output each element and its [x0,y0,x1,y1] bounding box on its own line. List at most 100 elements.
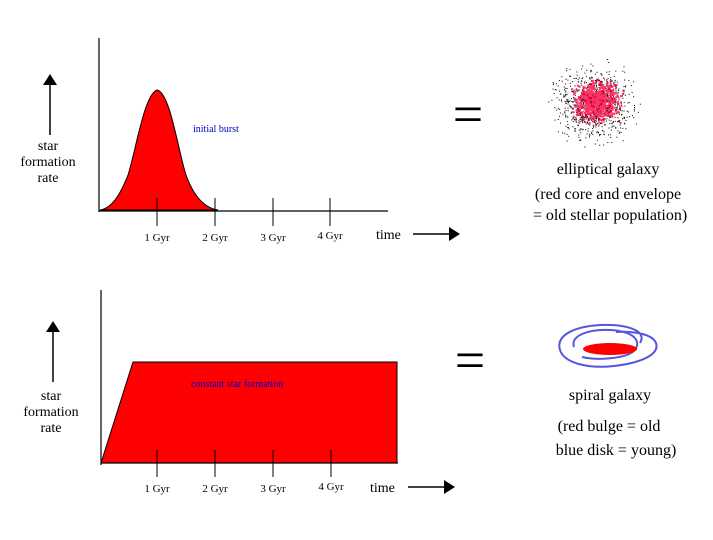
elliptical-core-dot [606,99,609,102]
elliptical-core-dot [590,87,593,90]
elliptical-envelope-dot [606,79,608,81]
elliptical-core-dot [592,115,595,118]
elliptical-envelope-dot [619,124,621,126]
elliptical-core-dot [592,92,595,95]
elliptical-core-dot [574,98,577,101]
elliptical-envelope-dot [564,132,566,134]
elliptical-envelope-dot [563,88,565,90]
elliptical-envelope-dot [567,101,569,103]
top-up-arrow [43,74,57,135]
elliptical-envelope-dot [634,105,635,106]
elliptical-envelope-dot [581,114,583,116]
elliptical-core-dot [611,112,614,115]
elliptical-envelope-dot [596,132,598,134]
elliptical-core-dot [605,106,608,109]
elliptical-core-dot [613,112,616,115]
elliptical-envelope-dot [597,88,599,90]
elliptical-envelope-dot [575,101,577,103]
elliptical-envelope-dot [619,131,621,133]
elliptical-envelope-dot [557,85,559,87]
elliptical-core-dot [576,98,579,101]
elliptical-envelope-dot [601,74,603,76]
elliptical-envelope-dot [552,88,554,90]
elliptical-envelope-dot [575,88,577,90]
elliptical-core-dot [612,97,615,99]
elliptical-envelope-dot [618,132,620,134]
elliptical-envelope-dot [551,99,553,101]
elliptical-envelope-dot [580,91,582,93]
elliptical-envelope-dot [567,103,569,105]
elliptical-envelope-dot [608,62,610,63]
elliptical-core-dot [603,111,606,114]
elliptical-envelope-dot [563,96,565,98]
elliptical-envelope-dot [606,94,608,96]
elliptical-envelope-dot [574,97,576,99]
elliptical-envelope-dot [556,97,558,99]
elliptical-envelope-dot [625,86,626,88]
elliptical-core-dot [595,82,598,85]
elliptical-envelope-dot [571,101,573,102]
elliptical-envelope-dot [567,127,569,129]
bottom-tick-label-2: 2 Gyr [202,483,228,495]
elliptical-core-dot [598,121,601,124]
elliptical-core-dot [600,122,603,125]
elliptical-core-dot [620,95,623,98]
elliptical-envelope-dot [591,102,593,104]
elliptical-envelope-dot [580,84,582,86]
elliptical-envelope-dot [604,87,606,89]
spiral-desc-line1: (red bulge = old [558,418,661,435]
elliptical-envelope-dot [578,136,580,138]
elliptical-core-dot [614,91,617,94]
elliptical-envelope-dot [588,136,590,138]
elliptical-envelope-dot [560,93,562,95]
elliptical-core-dot [608,109,611,112]
elliptical-envelope-dot [582,102,584,104]
elliptical-envelope-dot [611,129,612,131]
elliptical-envelope-dot [587,86,589,88]
elliptical-envelope-dot [630,85,632,87]
elliptical-envelope-dot [576,74,578,76]
elliptical-envelope-dot [565,83,567,85]
elliptical-envelope-dot [610,120,612,122]
elliptical-envelope-dot [582,122,584,124]
elliptical-core-dot [594,104,597,107]
elliptical-envelope-dot [591,132,592,134]
elliptical-envelope-dot [619,113,620,115]
elliptical-envelope-dot [566,70,568,72]
elliptical-core-dot [592,111,595,114]
spiral-arm-inner [572,328,639,360]
elliptical-envelope-dot [608,119,610,121]
elliptical-core-dot [607,115,610,117]
elliptical-core-dot [590,90,593,92]
elliptical-envelope-dot [552,84,554,86]
elliptical-envelope-dot [565,91,567,93]
elliptical-envelope-dot [564,107,566,109]
elliptical-core-dot [610,98,613,101]
elliptical-envelope-dot [627,102,629,104]
elliptical-core-dot [585,108,588,111]
elliptical-envelope-dot [594,120,595,122]
elliptical-envelope-dot [566,140,568,142]
elliptical-envelope-dot [606,81,608,83]
elliptical-envelope-dot [592,130,594,132]
elliptical-core-dot [583,118,586,121]
elliptical-envelope-dot [557,131,559,133]
elliptical-envelope-dot [572,101,574,103]
elliptical-envelope-dot [620,109,622,111]
elliptical-envelope-dot [577,124,579,126]
elliptical-envelope-dot [633,110,635,112]
elliptical-core-dot [592,106,595,109]
elliptical-envelope-dot [565,78,567,80]
elliptical-core-dot [614,101,617,104]
elliptical-envelope-dot [591,77,593,79]
elliptical-envelope-dot [633,117,635,119]
elliptical-core-dot [593,87,595,90]
elliptical-core-dot [592,86,595,89]
elliptical-envelope-dot [594,91,596,92]
elliptical-envelope-dot [620,122,622,124]
elliptical-envelope-dot [570,112,572,114]
elliptical-desc-line2: = old stellar population) [533,207,687,224]
elliptical-envelope-dot [589,88,591,90]
elliptical-core-dot [605,109,608,112]
elliptical-envelope-dot [586,123,588,125]
